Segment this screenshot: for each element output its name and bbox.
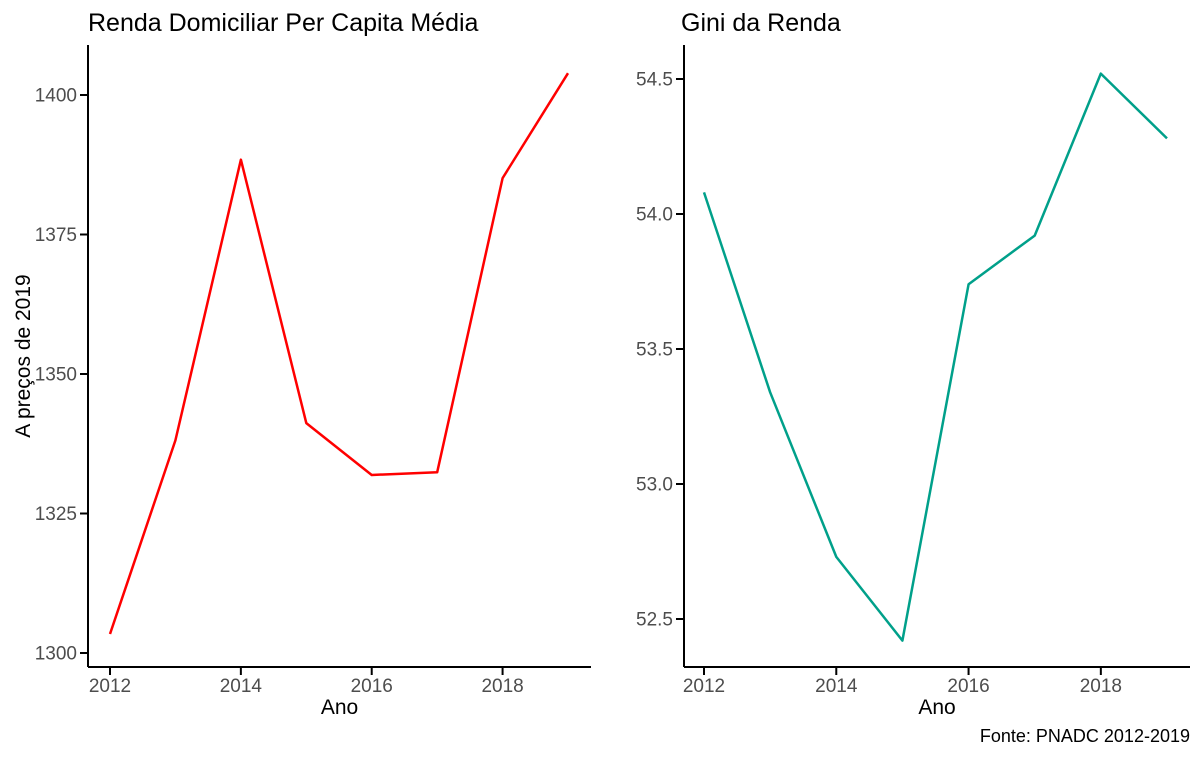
- x-tick-label: 2016: [351, 676, 393, 697]
- y-tick-label: 1350: [35, 365, 77, 386]
- y-tick-label: 1325: [35, 504, 77, 525]
- chart-title: Gini da Renda: [681, 9, 841, 37]
- data-line: [108, 72, 570, 635]
- chart-title: Renda Domiciliar Per Capita Média: [88, 9, 479, 37]
- gini-chart: 52.5 53.0 53.5 54.0 54.5 2012 2014 2016 2018 Gini…: [636, 9, 1190, 719]
- y-tick-label: 53.5: [636, 340, 673, 361]
- x-tick-label: 2016: [947, 676, 989, 697]
- y-axis-title: A preços de 2019: [12, 274, 35, 437]
- x-tick-label: 2014: [815, 676, 858, 697]
- y-tick-label: 54.5: [636, 70, 673, 91]
- x-tick-label: 2014: [220, 676, 263, 697]
- y-tick-label: 52.5: [636, 610, 673, 631]
- y-tick-label: 1400: [35, 86, 77, 107]
- data-line: [702, 72, 1168, 642]
- x-axis-title: Ano: [321, 696, 358, 719]
- x-tick-label: 2012: [683, 676, 725, 697]
- x-axis-title: Ano: [918, 696, 955, 719]
- y-tick-label: 53.0: [636, 475, 673, 496]
- x-tick-label: 2018: [1080, 676, 1122, 697]
- renda-chart: 1300 1325 1350 1375 1400 2012 2014 2016 2018 Rend…: [12, 9, 591, 719]
- x-tick-label: 2018: [481, 676, 523, 697]
- y-tick-label: 1300: [35, 644, 77, 665]
- source-note: Fonte: PNADC 2012-2019: [979, 726, 1190, 746]
- y-tick-label: 1375: [35, 225, 77, 246]
- y-tick-label: 54.0: [636, 205, 673, 226]
- x-tick-label: 2012: [89, 676, 131, 697]
